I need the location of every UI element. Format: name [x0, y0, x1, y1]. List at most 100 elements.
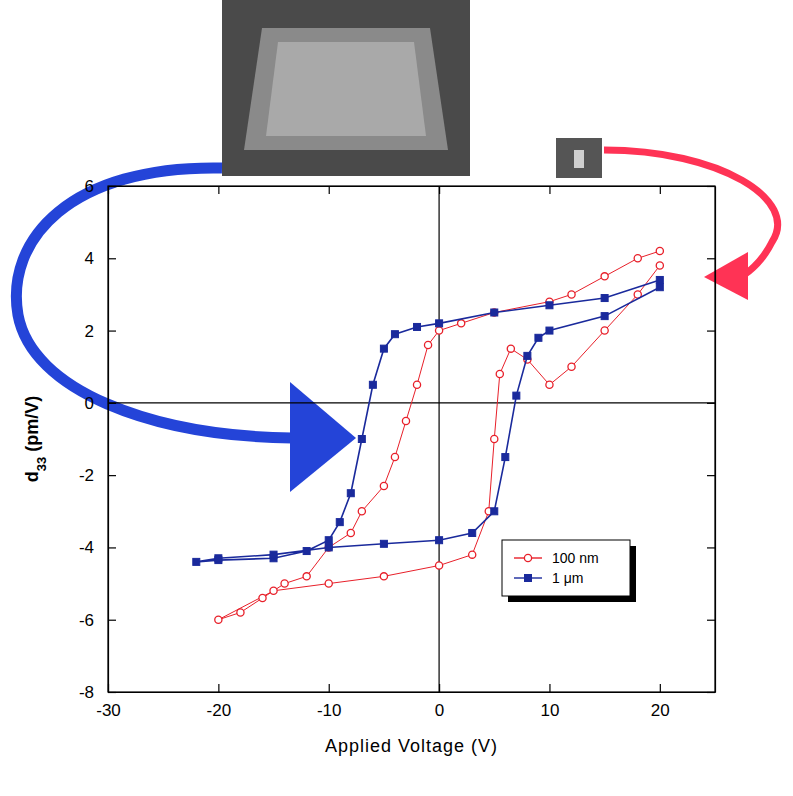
zero-line [438, 186, 439, 692]
data-point [347, 529, 354, 536]
data-point [369, 381, 376, 388]
sem-image-small [556, 138, 602, 178]
data-point [656, 284, 663, 291]
data-point [656, 247, 663, 254]
data-point [380, 540, 387, 547]
tick: 6 [85, 177, 116, 196]
tick: -8 [79, 683, 116, 702]
tick-mark [707, 330, 715, 331]
sem-structure-top [266, 42, 426, 136]
data-point [435, 562, 442, 569]
data-point [259, 594, 266, 601]
legend-label: 1 μm [552, 570, 583, 586]
axis-line [109, 186, 716, 187]
tick-mark [707, 620, 715, 621]
tick-label: 2 [85, 322, 94, 341]
tick-mark [707, 258, 715, 259]
data-point [502, 454, 509, 461]
data-point [656, 262, 663, 269]
data-point [435, 327, 442, 334]
data-point [215, 555, 222, 562]
tick: -6 [79, 611, 116, 630]
plot-area [193, 247, 664, 623]
data-point [413, 381, 420, 388]
data-point [491, 435, 498, 442]
data-point [325, 580, 332, 587]
legend-box [502, 540, 630, 596]
x-axis: -30-20-1001020 [96, 684, 715, 720]
data-point [568, 363, 575, 370]
tick-mark [707, 186, 715, 187]
tick [707, 258, 715, 259]
series-line [196, 280, 660, 562]
tick-label: -4 [79, 538, 94, 557]
arrow-head [704, 252, 748, 300]
series [193, 276, 664, 565]
x-axis-top [109, 186, 716, 194]
tick-mark [108, 620, 116, 621]
data-point [237, 609, 244, 616]
tick [707, 475, 715, 476]
tick-mark [108, 692, 116, 693]
tick-mark [108, 475, 116, 476]
tick-mark [108, 547, 116, 548]
tick-mark [549, 684, 550, 692]
data-point [391, 331, 398, 338]
data-point [546, 302, 553, 309]
data-point [391, 453, 398, 460]
data-point [193, 558, 200, 565]
data-point [507, 345, 514, 352]
data-point [546, 381, 553, 388]
tick: 10 [540, 684, 559, 720]
tick-label: -20 [207, 701, 232, 720]
tick-mark [329, 186, 330, 194]
tick-label: 0 [85, 394, 94, 413]
tick-label: 20 [651, 701, 670, 720]
tick [707, 620, 715, 621]
data-point [436, 320, 443, 327]
data-point [325, 544, 332, 551]
tick-mark [218, 186, 219, 194]
data-point [496, 370, 503, 377]
data-point [601, 313, 608, 320]
arrow [16, 168, 292, 438]
y-axis-title: d33 (pm/V) [22, 396, 49, 482]
tick: -2 [79, 466, 116, 485]
data-point [347, 490, 354, 497]
tick-label: 6 [85, 177, 94, 196]
y-axis: -8-6-4-20246 [79, 177, 116, 702]
series [215, 247, 664, 623]
data-point [380, 573, 387, 580]
data-point [436, 537, 443, 544]
data-point [491, 508, 498, 515]
data-point [325, 537, 332, 544]
tick-mark [329, 684, 330, 692]
series-line [218, 251, 659, 620]
data-point [535, 334, 542, 341]
sem-pillar [574, 150, 584, 168]
tick-label: 0 [435, 701, 444, 720]
tick-mark [549, 186, 550, 194]
tick-label: -8 [79, 683, 94, 702]
data-point [546, 327, 553, 334]
data-point [215, 616, 222, 623]
tick [549, 186, 550, 194]
sem-image [222, 0, 470, 176]
tick-mark [108, 258, 116, 259]
tick: -20 [207, 684, 232, 720]
tick: 2 [85, 322, 116, 341]
legend-label: 100 nm [552, 550, 599, 566]
data-point [656, 276, 663, 283]
tick-mark [108, 186, 116, 187]
data-point [524, 352, 531, 359]
tick-label: 10 [540, 701, 559, 720]
data-point [358, 508, 365, 515]
data-point [270, 551, 277, 558]
axis-line [715, 187, 716, 693]
data-point [601, 295, 608, 302]
data-point [491, 309, 498, 316]
plot-frame [108, 186, 715, 692]
tick-label: -2 [79, 466, 94, 485]
data-point [469, 551, 476, 558]
axis-line [109, 692, 716, 693]
